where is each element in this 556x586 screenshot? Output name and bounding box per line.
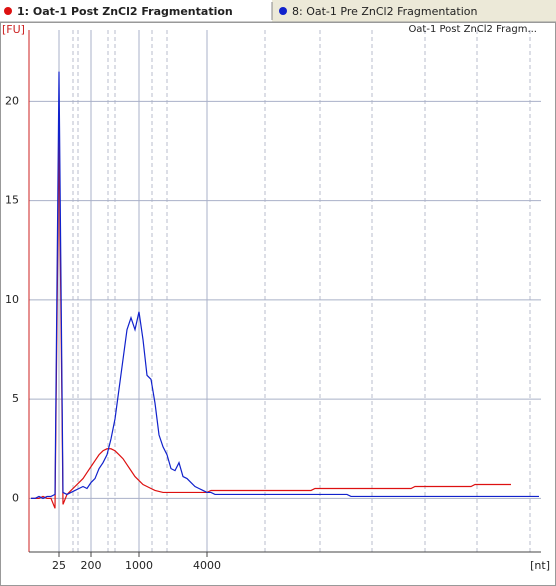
chart-title: Oat-1 Post ZnCl2 Fragm... — [408, 24, 537, 35]
y-tick-label: 5 — [12, 392, 19, 405]
y-tick-label: 20 — [5, 94, 19, 107]
active-tab[interactable] — [0, 0, 272, 22]
x-tick-label: 1000 — [125, 559, 153, 572]
data-line — [31, 71, 539, 500]
y-tick-label: 0 — [12, 491, 19, 504]
legend-dot — [279, 7, 287, 15]
x-axis-label: [nt] — [530, 559, 550, 572]
data-line — [31, 131, 511, 509]
x-tick-label: 4000 — [193, 559, 221, 572]
y-axis-label: [FU] — [2, 23, 25, 36]
legend-label[interactable]: 8: Oat-1 Pre ZnCl2 Fragmentation — [292, 5, 477, 18]
legend-dot — [4, 7, 12, 15]
x-tick-label: 200 — [81, 559, 102, 572]
y-tick-label: 15 — [5, 194, 19, 207]
minor-grid — [72, 30, 531, 552]
x-tick-label: 25 — [52, 559, 66, 572]
y-tick-label: 10 — [5, 293, 19, 306]
frame — [0, 22, 556, 586]
legend-label[interactable]: 1: Oat-1 Post ZnCl2 Fragmentation — [17, 5, 233, 18]
